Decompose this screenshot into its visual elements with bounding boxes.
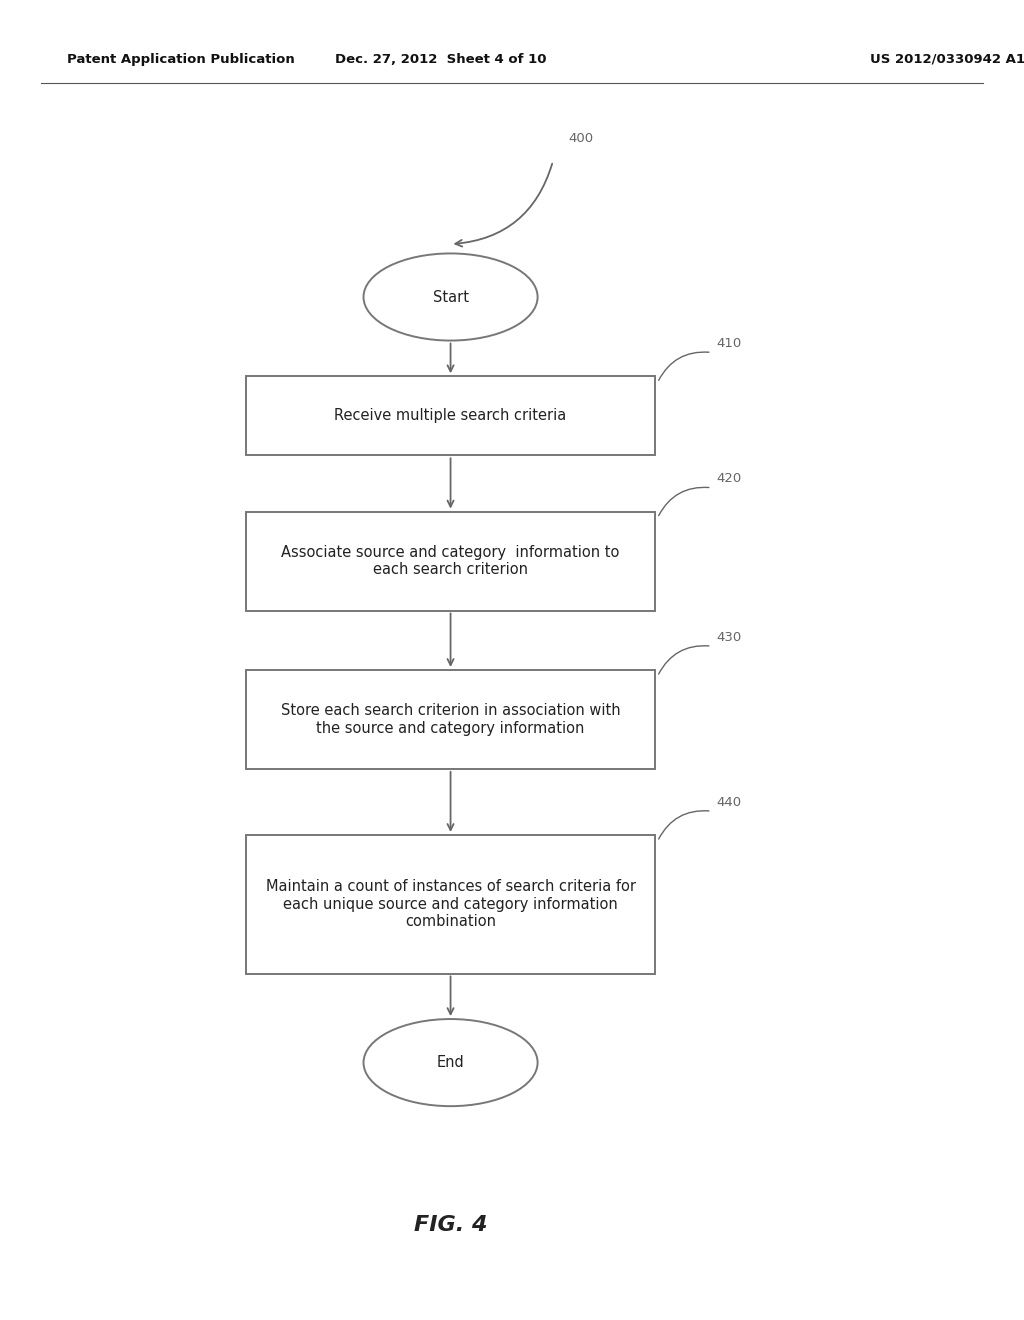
Text: 420: 420: [717, 473, 742, 486]
Text: Store each search criterion in association with
the source and category informat: Store each search criterion in associati…: [281, 704, 621, 735]
Text: 410: 410: [717, 337, 742, 350]
Text: Start: Start: [432, 289, 469, 305]
Text: Dec. 27, 2012  Sheet 4 of 10: Dec. 27, 2012 Sheet 4 of 10: [335, 53, 546, 66]
Text: 430: 430: [717, 631, 742, 644]
Text: 400: 400: [568, 132, 594, 145]
Text: US 2012/0330942 A1: US 2012/0330942 A1: [870, 53, 1024, 66]
Text: FIG. 4: FIG. 4: [414, 1214, 487, 1236]
Text: Associate source and category  information to
each search criterion: Associate source and category informatio…: [282, 545, 620, 577]
Text: Maintain a count of instances of search criteria for
each unique source and cate: Maintain a count of instances of search …: [265, 879, 636, 929]
Text: Patent Application Publication: Patent Application Publication: [67, 53, 294, 66]
Text: 440: 440: [717, 796, 742, 808]
Text: Receive multiple search criteria: Receive multiple search criteria: [335, 408, 566, 424]
Text: End: End: [436, 1055, 465, 1071]
